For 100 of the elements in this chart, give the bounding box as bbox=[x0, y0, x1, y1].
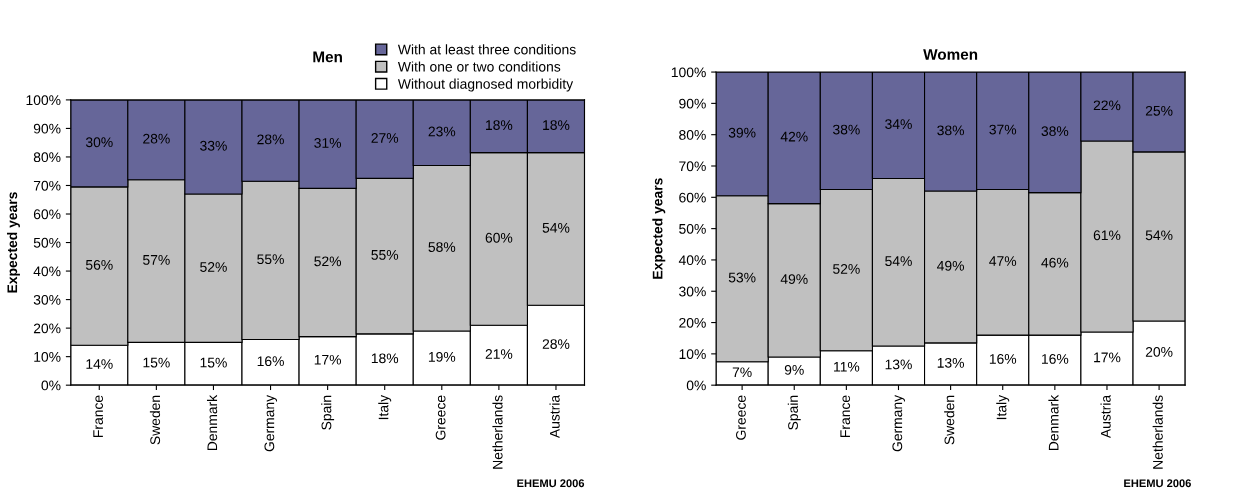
x-tick-label: Sweden bbox=[149, 395, 161, 445]
data-label: 22% bbox=[1093, 100, 1121, 111]
x-tick-label: Germany bbox=[264, 394, 278, 452]
chart-title: Men bbox=[313, 51, 342, 63]
data-label: 25% bbox=[1145, 105, 1173, 116]
data-label: 9% bbox=[784, 364, 804, 375]
data-label: 21% bbox=[485, 349, 513, 359]
x-tick-label: Austria bbox=[1100, 394, 1111, 439]
x-tick-label: France bbox=[840, 395, 851, 437]
y-axis-title: Expected years bbox=[6, 192, 20, 293]
y-tick-label: 50% bbox=[33, 237, 61, 248]
data-label: 57% bbox=[143, 255, 170, 265]
y-tick-label: 90% bbox=[679, 98, 706, 109]
y-tick-label: 90% bbox=[33, 123, 61, 134]
data-label: 61% bbox=[1093, 230, 1121, 241]
data-label: 17% bbox=[314, 354, 342, 365]
x-tick-label: Netherlands bbox=[1152, 395, 1163, 469]
text: EHEMU 2006 bbox=[1124, 479, 1191, 488]
y-axis-title: Expected years bbox=[652, 178, 666, 279]
y-tick-label: 20% bbox=[33, 323, 61, 334]
data-label: 49% bbox=[780, 274, 808, 285]
y-tick-label: 100% bbox=[671, 67, 706, 78]
data-label: 28% bbox=[143, 133, 170, 144]
data-label: 19% bbox=[428, 351, 456, 362]
y-tick-label: 70% bbox=[33, 180, 61, 191]
data-label: 15% bbox=[200, 357, 227, 368]
data-label: 7% bbox=[732, 367, 752, 378]
data-label: 16% bbox=[1042, 354, 1069, 364]
x-tick-label: Denmark bbox=[1048, 394, 1059, 451]
x-tick-label: Greece bbox=[435, 395, 446, 440]
data-label: 14% bbox=[86, 359, 113, 369]
y-tick-label: 0% bbox=[686, 380, 706, 391]
y-tick-label: 60% bbox=[33, 209, 61, 220]
data-label: 55% bbox=[257, 254, 284, 265]
data-label: 46% bbox=[1041, 257, 1069, 268]
data-label: 13% bbox=[885, 359, 912, 370]
x-tick-label: Denmark bbox=[206, 394, 218, 451]
data-label: 54% bbox=[885, 256, 912, 267]
data-label: 16% bbox=[257, 356, 284, 367]
data-label: 18% bbox=[543, 120, 570, 131]
y-tick-label: 10% bbox=[34, 351, 61, 362]
data-label: 56% bbox=[85, 259, 113, 270]
y-tick-label: 20% bbox=[679, 317, 706, 328]
data-label: 30% bbox=[85, 137, 113, 148]
data-label: 54% bbox=[1145, 230, 1173, 241]
y-tick-label: 50% bbox=[679, 223, 706, 234]
data-label: 38% bbox=[832, 124, 860, 135]
y-tick-label: 30% bbox=[679, 286, 706, 297]
data-label: 37% bbox=[989, 124, 1017, 135]
legend-label: With at least three conditions bbox=[397, 44, 576, 55]
x-tick-label: Sweden bbox=[944, 395, 955, 445]
data-label: 33% bbox=[200, 140, 227, 151]
data-label: 49% bbox=[937, 260, 965, 271]
data-label: 52% bbox=[833, 264, 860, 274]
y-tick-label: 10% bbox=[679, 349, 706, 360]
data-label: 23% bbox=[428, 126, 456, 137]
x-tick-label: France bbox=[93, 395, 104, 437]
data-label: 31% bbox=[314, 138, 342, 148]
x-tick-label: Spain bbox=[787, 395, 801, 430]
data-label: 38% bbox=[1041, 126, 1069, 137]
y-tick-label: 0% bbox=[41, 380, 61, 391]
y-tick-label: 100% bbox=[26, 95, 61, 106]
data-label: 54% bbox=[542, 222, 570, 233]
legend-label: With one or two conditions bbox=[397, 61, 561, 72]
data-label: 42% bbox=[780, 131, 808, 142]
data-label: 16% bbox=[989, 354, 1017, 364]
chart-title: Women bbox=[923, 49, 978, 60]
data-label: 47% bbox=[989, 256, 1017, 266]
data-label: 13% bbox=[937, 357, 965, 368]
y-tick-label: 80% bbox=[679, 130, 706, 140]
data-label: 28% bbox=[542, 339, 570, 349]
data-label: 34% bbox=[885, 119, 912, 130]
data-label: 53% bbox=[728, 272, 756, 283]
data-label: 17% bbox=[1094, 352, 1121, 363]
data-label: 60% bbox=[485, 232, 513, 243]
data-label: 11% bbox=[834, 361, 860, 372]
y-tick-label: 40% bbox=[33, 266, 61, 277]
text: EHEMU 2006 bbox=[517, 479, 585, 488]
data-label: 55% bbox=[371, 250, 399, 260]
x-tick-label: Netherlands bbox=[492, 395, 503, 469]
data-label: 27% bbox=[371, 133, 399, 143]
y-tick-label: 30% bbox=[33, 294, 61, 305]
data-label: 20% bbox=[1145, 346, 1173, 357]
x-tick-label: Germany bbox=[892, 394, 905, 452]
data-label: 38% bbox=[937, 125, 965, 136]
y-tick-label: 40% bbox=[678, 255, 706, 266]
data-label: 18% bbox=[486, 120, 513, 131]
x-tick-label: Italy bbox=[996, 394, 1010, 420]
x-tick-label: Spain bbox=[321, 395, 335, 430]
data-label: 15% bbox=[143, 357, 170, 368]
y-tick-label: 80% bbox=[33, 152, 61, 163]
data-label: 18% bbox=[371, 353, 399, 364]
y-tick-label: 70% bbox=[679, 161, 706, 172]
data-label: 52% bbox=[200, 262, 227, 272]
data-label: 52% bbox=[314, 256, 342, 267]
legend-label: Without diagnosed morbidity bbox=[397, 78, 574, 92]
x-tick-label: Italy bbox=[378, 394, 392, 420]
data-label: 58% bbox=[428, 242, 456, 252]
data-label: 39% bbox=[728, 127, 756, 138]
x-tick-label: Greece bbox=[736, 395, 746, 440]
